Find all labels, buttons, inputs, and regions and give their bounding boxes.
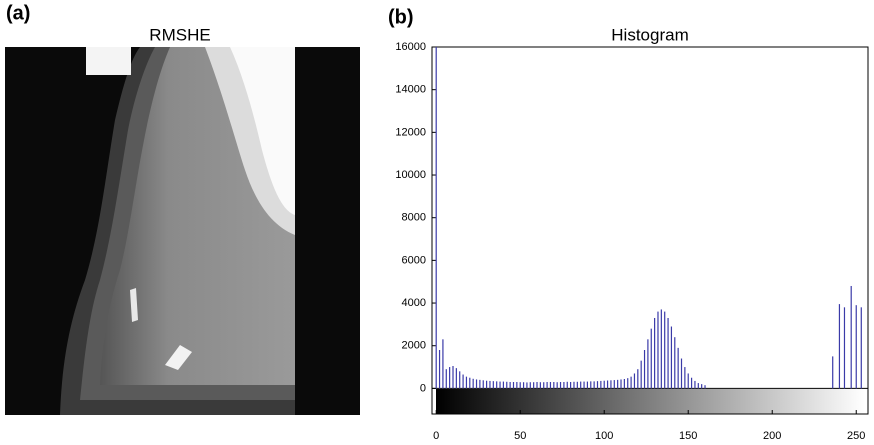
x-tick-label: 250	[847, 430, 865, 442]
image-title: RMSHE	[149, 25, 210, 44]
y-tick-label: 2000	[402, 340, 426, 352]
x-tick-label: 150	[679, 430, 697, 442]
x-tick-label: 200	[763, 430, 781, 442]
y-tick-label: 16000	[395, 41, 426, 53]
y-tick-label: 14000	[395, 84, 426, 96]
plot-frame	[431, 46, 869, 415]
y-tick-label: 12000	[395, 126, 426, 138]
y-tick-label: 0	[420, 382, 426, 394]
y-tick-label: 4000	[402, 297, 426, 309]
panel-label: (b)	[388, 6, 414, 28]
x-tick-label: 0	[433, 430, 439, 442]
y-tick-label: 6000	[402, 254, 426, 266]
mammogram-image	[5, 47, 360, 415]
x-tick-label: 50	[514, 430, 526, 442]
x-tick-label: 100	[595, 430, 613, 442]
chart-title: Histogram	[611, 25, 688, 44]
y-tick-label: 8000	[402, 212, 426, 224]
y-tick-label: 10000	[395, 169, 426, 181]
panel-label: (a)	[6, 2, 30, 24]
colorbar	[436, 389, 865, 414]
